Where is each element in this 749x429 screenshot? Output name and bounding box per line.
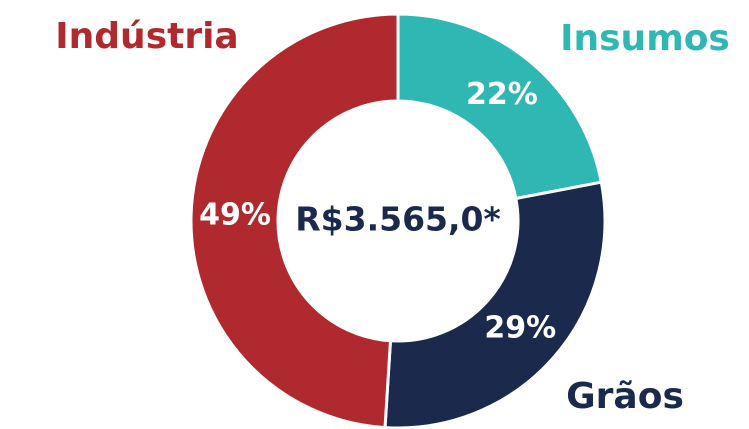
- center-label: R$3.565,0*: [295, 200, 501, 239]
- category-label: Insumos: [560, 18, 730, 59]
- category-label: Indústria: [55, 16, 238, 57]
- value-label: 29%: [484, 310, 556, 345]
- category-label: Grãos: [566, 376, 684, 417]
- donut-slice: [189, 12, 400, 429]
- value-label: 49%: [199, 197, 271, 232]
- value-label: 22%: [466, 77, 538, 112]
- donut-slice: [383, 180, 607, 429]
- donut-slice: [396, 12, 604, 201]
